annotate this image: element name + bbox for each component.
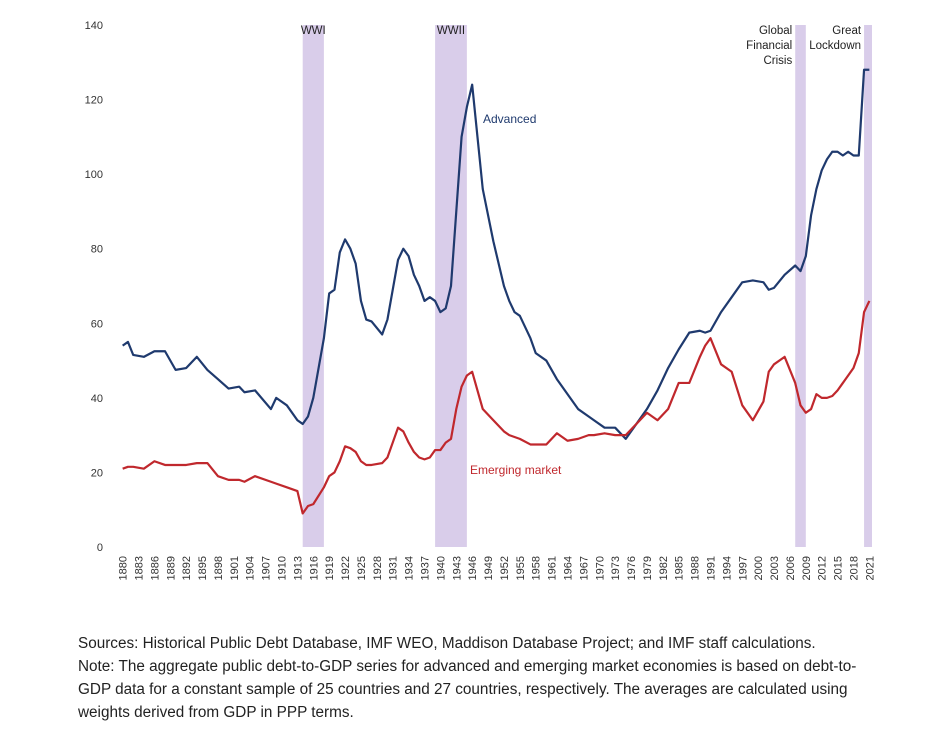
x-tick-label: 2003 <box>769 556 781 580</box>
x-tick-label: 1988 <box>690 556 702 580</box>
y-tick-label: 80 <box>91 244 103 256</box>
y-tick-label: 140 <box>85 20 103 32</box>
x-tick-label: 1964 <box>562 556 574 580</box>
x-tick-label: 1997 <box>737 556 749 580</box>
x-tick-label: 1904 <box>245 556 257 580</box>
x-tick-label: 1991 <box>705 556 717 580</box>
x-tick-label: 1880 <box>118 556 130 580</box>
chart: WWI WWII Global Financial Crisis Great Lockdow… <box>85 20 877 580</box>
series-line <box>122 300 871 515</box>
x-tick-label: 2018 <box>848 556 860 580</box>
x-tick-label: 1952 <box>499 556 511 580</box>
x-tick-label: 1979 <box>642 556 654 580</box>
x-tick-label: 1937 <box>420 556 432 580</box>
x-tick-label: 1946 <box>467 556 479 580</box>
period-band <box>864 25 872 547</box>
x-tick-label: 1886 <box>149 556 161 580</box>
x-tick-label: 2006 <box>785 556 797 580</box>
x-tick-label: 1928 <box>372 556 384 580</box>
x-tick-label: 1976 <box>626 556 638 580</box>
x-tick-label: 1901 <box>229 556 241 580</box>
method-note: Note: The aggregate public debt-to-GDP s… <box>78 658 857 721</box>
period-band <box>302 25 324 547</box>
series-label: Emerging market <box>470 463 562 477</box>
x-tick-label: 1895 <box>197 556 209 580</box>
period-label: Lockdown <box>809 40 861 52</box>
period-label: WWI <box>301 25 326 37</box>
x-tick-label: 2012 <box>817 556 829 580</box>
period-label: WWII <box>437 25 465 37</box>
x-tick-label: 1907 <box>261 556 273 580</box>
x-tick-label: 2021 <box>864 556 876 580</box>
sources-note: Sources: Historical Public Debt Database… <box>78 635 816 652</box>
y-tick-label: 120 <box>85 95 103 107</box>
y-tick-label: 100 <box>85 169 103 181</box>
x-tick-label: 1883 <box>134 556 146 580</box>
x-tick-label: 1970 <box>594 556 606 580</box>
x-tick-label: 1892 <box>181 556 193 580</box>
series-label: Advanced <box>483 112 536 126</box>
x-tick-label: 1910 <box>277 556 289 580</box>
x-tick-label: 1967 <box>578 556 590 580</box>
x-tick-label: 1943 <box>451 556 463 580</box>
x-tick-label: 2000 <box>753 556 765 580</box>
x-tick-label: 1925 <box>356 556 368 580</box>
y-tick-label: 40 <box>91 393 103 405</box>
x-tick-label: 1919 <box>324 556 336 580</box>
x-tick-label: 1973 <box>610 556 622 580</box>
series-line <box>122 68 870 440</box>
notes: Sources: Historical Public Debt Database… <box>78 632 883 724</box>
x-tick-label: 1934 <box>404 556 416 580</box>
period-label: Global <box>759 25 792 37</box>
x-tick-label: 1931 <box>388 556 400 580</box>
period-label: Financial <box>746 40 792 52</box>
period-label: Great <box>832 25 862 37</box>
y-tick-label: 60 <box>91 318 103 330</box>
x-tick-label: 1916 <box>308 556 320 580</box>
x-tick-label: 1898 <box>213 556 225 580</box>
x-tick-label: 1949 <box>483 556 495 580</box>
x-tick-label: 1940 <box>435 556 447 580</box>
x-tick-label: 1913 <box>292 556 304 580</box>
x-tick-label: 2009 <box>801 556 813 580</box>
period-band <box>795 25 806 547</box>
y-tick-label: 0 <box>97 542 103 554</box>
x-tick-label: 1985 <box>674 556 686 580</box>
x-tick-label: 1889 <box>165 556 177 580</box>
period-label: Crisis <box>763 55 792 67</box>
x-tick-label: 1994 <box>721 556 733 580</box>
x-tick-label: 2015 <box>833 556 845 580</box>
x-tick-label: 1961 <box>547 556 559 580</box>
x-tick-label: 1982 <box>658 556 670 580</box>
x-tick-label: 1955 <box>515 556 527 580</box>
x-tick-label: 1922 <box>340 556 352 580</box>
y-tick-label: 20 <box>91 467 103 479</box>
x-tick-label: 1958 <box>531 556 543 580</box>
